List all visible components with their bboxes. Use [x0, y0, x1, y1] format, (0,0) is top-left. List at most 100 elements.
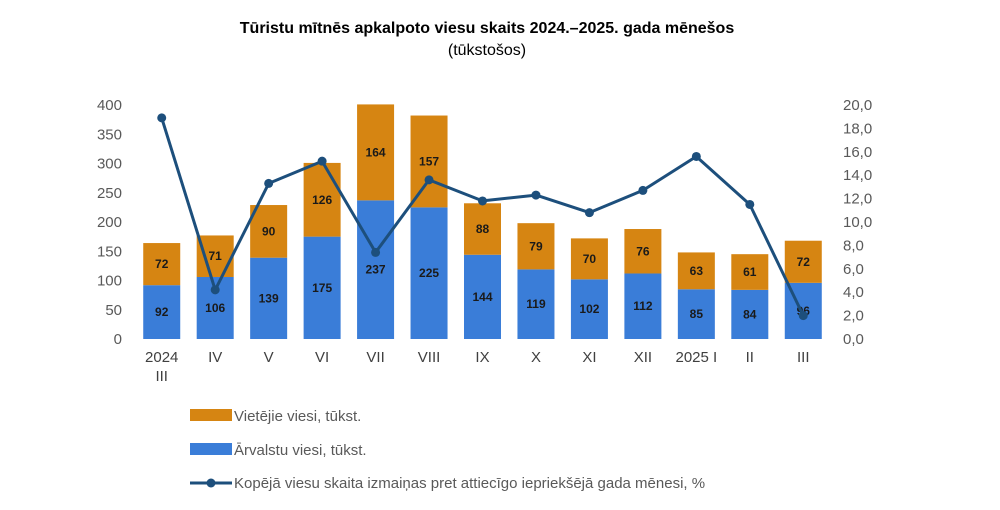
bar-foreign [677, 289, 715, 339]
change-point [798, 311, 808, 321]
change-point [745, 199, 755, 209]
legend-label-foreign: Ārvalstu viesi, tūkst. [234, 442, 367, 459]
x-tick-label: VII [366, 349, 384, 366]
bar-label-local: 72 [155, 257, 169, 271]
bar-label-foreign: 175 [312, 281, 332, 295]
legend: Vietējie viesi, tūkst. Ārvalstu viesi, t… [190, 408, 705, 492]
bar-label-local: 76 [636, 244, 650, 258]
x-tick-label: IV [208, 349, 222, 366]
bar-local [784, 240, 822, 283]
left-tick-label: 100 [97, 273, 122, 290]
right-tick-label: 16,0 [843, 144, 872, 161]
bar-foreign [303, 236, 341, 339]
bar-label-local: 164 [366, 145, 386, 159]
legend-swatch-change-marker [206, 478, 216, 488]
x-tick-label: 2025 I [675, 349, 717, 366]
legend-label-change: Kopējā viesu skaita izmaiņas pret attiec… [234, 475, 705, 492]
bar-foreign [570, 279, 608, 339]
x-tick-label: V [264, 349, 274, 366]
bar-foreign [464, 254, 501, 339]
bar-label-local: 63 [690, 264, 704, 278]
change-point [478, 196, 487, 206]
bar-label-foreign: 92 [155, 305, 169, 319]
bar-label-foreign: 102 [579, 302, 599, 316]
chart-subtitle: (tūkstošos) [448, 42, 526, 59]
right-axis-ticks: 0,0 2,0 4,0 6,0 8,0 10,0 12,0 14,0 16,0 18,0 20,0 [843, 97, 872, 348]
bar-foreign [143, 285, 181, 339]
bar-label-foreign: 85 [690, 307, 704, 321]
bar-label-foreign: 237 [366, 263, 386, 277]
bar-local [303, 162, 341, 237]
right-tick-label: 20,0 [843, 97, 872, 114]
bar-label-foreign: 84 [743, 307, 757, 321]
bar-label-foreign: 119 [526, 297, 546, 311]
left-tick-label: 50 [105, 302, 122, 319]
legend-label-local: Vietējie viesi, tūkst. [234, 408, 361, 425]
change-point [531, 190, 541, 200]
bar-foreign [517, 269, 555, 339]
x-tick-label: XI [582, 349, 596, 366]
change-point [424, 175, 434, 185]
left-tick-label: 150 [97, 243, 122, 260]
left-tick-label: 0 [114, 331, 122, 348]
x-tick-label: III [155, 368, 168, 385]
bar-label-local: 90 [262, 224, 276, 238]
bar-foreign [731, 289, 769, 339]
bar-local [143, 243, 181, 286]
bar-foreign [250, 257, 288, 339]
bars [143, 104, 822, 339]
left-tick-label: 250 [97, 185, 122, 202]
right-tick-label: 0,0 [843, 331, 864, 348]
right-tick-label: 14,0 [843, 167, 872, 184]
right-tick-label: 6,0 [843, 261, 864, 278]
bar-label-local: 71 [209, 249, 223, 263]
bar-label-local: 61 [743, 265, 757, 279]
x-tick-label: III [797, 349, 810, 366]
right-tick-label: 2,0 [843, 308, 864, 325]
bar-label-local: 70 [583, 252, 597, 266]
right-tick-label: 10,0 [843, 214, 872, 231]
chart-title: Tūristu mītnēs apkalpoto viesu skaits 20… [240, 20, 735, 37]
legend-swatch-foreign [190, 443, 232, 455]
change-point [317, 156, 327, 166]
bar-local [517, 223, 555, 270]
bar-label-local: 88 [476, 222, 490, 236]
legend-swatch-local [190, 409, 232, 421]
x-tick-label: VIII [418, 349, 441, 366]
x-tick-label: X [531, 349, 541, 366]
bar-foreign [410, 207, 448, 339]
right-tick-label: 8,0 [843, 237, 864, 254]
x-tick-label: XII [634, 349, 652, 366]
x-tick-label: VI [315, 349, 329, 366]
bar-local [570, 238, 608, 280]
bar-local [250, 205, 288, 258]
bar-label-foreign: 144 [472, 290, 492, 304]
bar-label-foreign: 112 [633, 299, 653, 313]
bar-label-local: 72 [797, 255, 811, 269]
change-point [210, 285, 220, 295]
right-tick-label: 12,0 [843, 191, 872, 208]
change-point [638, 185, 648, 195]
left-tick-label: 200 [97, 214, 122, 231]
bar-foreign [357, 200, 395, 339]
bar-local [196, 235, 234, 277]
change-point [264, 178, 274, 188]
bar-local [624, 229, 662, 274]
left-tick-label: 300 [97, 156, 122, 173]
bar-label-foreign: 139 [259, 291, 279, 305]
left-tick-label: 400 [97, 97, 122, 114]
bar-local [410, 115, 448, 208]
bar-local [677, 252, 715, 290]
change-point [584, 208, 594, 218]
change-point [691, 151, 701, 161]
bar-label-local: 79 [529, 239, 543, 253]
bar-foreign [624, 273, 662, 339]
bar-label-local: 126 [312, 193, 332, 207]
change-point [157, 113, 167, 123]
left-tick-label: 350 [97, 126, 122, 143]
x-tick-label: II [746, 349, 754, 366]
bar-label-local: 157 [419, 154, 439, 168]
bar-local [357, 104, 395, 201]
